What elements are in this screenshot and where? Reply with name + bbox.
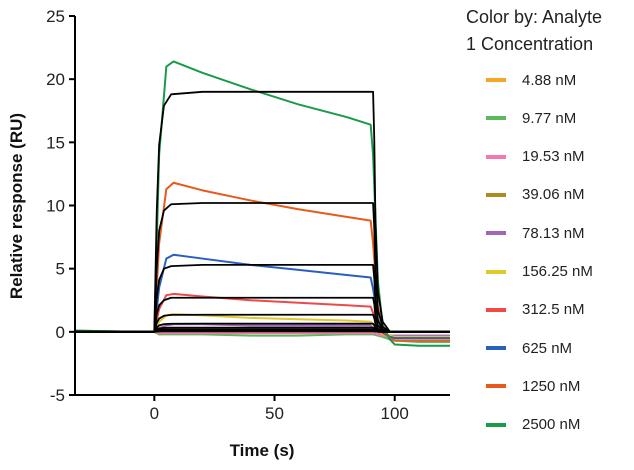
fit-line-1250-nM: [75, 202, 450, 333]
legend-item: 9.77 nM: [486, 108, 576, 128]
legend-swatch: [486, 269, 506, 274]
legend-title-line1: Color by: Analyte: [466, 7, 603, 27]
y-tick-label: 0: [56, 323, 65, 342]
legend-label: 312.5 nM: [522, 301, 585, 319]
y-tick-label: 10: [46, 197, 65, 216]
fit-line-625-nM: [75, 263, 450, 333]
legend-item: 2500 nM: [486, 415, 580, 435]
legend-swatch: [486, 231, 506, 236]
legend-swatch: [486, 78, 506, 82]
legend-label: 9.77 nM: [522, 109, 577, 127]
legend-item: 39.06 nM: [486, 185, 585, 205]
legend-label: 78.13 nM: [522, 224, 585, 242]
x-tick-label: 50: [265, 404, 284, 423]
legend-swatch: [486, 307, 506, 312]
legend: Color by: Analyte 1 Concentration 4.88 n…: [466, 4, 634, 433]
legend-label: 19.53 nM: [522, 148, 585, 166]
legend-item: 156.25 nM: [486, 262, 593, 282]
fit-line-312-5-nM: [75, 296, 450, 333]
legend-swatch: [486, 384, 506, 389]
legend-item: 19.53 nM: [486, 147, 585, 167]
y-tick-label: 5: [56, 260, 65, 279]
legend-item: 1250 nM: [486, 376, 580, 396]
legend-label: 625 nM: [522, 339, 573, 357]
series-line-625-nM: [75, 253, 450, 340]
legend-item: 625 nM: [486, 338, 572, 358]
series-line-156-25-nM: [75, 313, 450, 338]
legend-label: 4.88 nM: [522, 71, 577, 89]
series-line-1250-nM: [75, 181, 450, 342]
y-tick-label: 25: [46, 7, 65, 26]
legend-swatch: [486, 116, 506, 121]
x-tick-label: 0: [150, 404, 159, 423]
legend-item: 312.5 nM: [486, 300, 585, 320]
legend-label: 39.06 nM: [522, 186, 585, 204]
fit-line-2500-nM: [75, 90, 450, 333]
legend-label: 2500 nM: [522, 416, 581, 434]
legend-title-line2: 1 Concentration: [466, 34, 594, 54]
legend-swatch: [486, 346, 506, 351]
y-tick-label: 15: [46, 133, 65, 152]
axes: -5 0 5 10 15 20 25 0 50 100: [46, 7, 450, 423]
x-tick-label: 100: [381, 404, 409, 423]
legend-title: Color by: Analyte 1 Concentration: [466, 4, 634, 58]
y-tick-label: -5: [50, 386, 65, 405]
plot-area: [74, 60, 450, 347]
legend-label: 1250 nM: [522, 377, 581, 395]
legend-swatch: [486, 192, 506, 197]
legend-swatch: [486, 422, 506, 427]
legend-swatch: [486, 154, 506, 159]
x-axis-label: Time (s): [230, 441, 295, 460]
legend-item: 4.88 nM: [486, 70, 576, 90]
legend-item: 78.13 nM: [486, 223, 585, 243]
y-tick-label: 20: [46, 70, 65, 89]
y-axis-label: Relative response (RU): [7, 113, 26, 299]
legend-label: 156.25 nM: [522, 263, 593, 280]
